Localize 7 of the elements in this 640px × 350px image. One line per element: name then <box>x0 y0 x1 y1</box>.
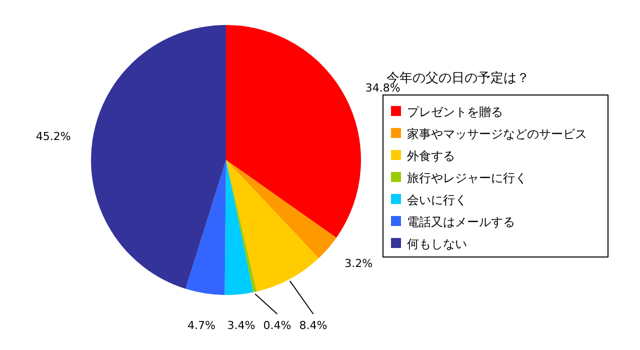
legend-label: プレゼントを贈る <box>407 105 503 119</box>
legend-label: 旅行やレジャーに行く <box>407 171 527 185</box>
legend-label: 家事やマッサージなどのサービス <box>407 127 587 141</box>
legend-label: 外食する <box>407 149 455 163</box>
legend-label: 会いに行く <box>407 193 467 207</box>
legend-label: 電話又はメールする <box>407 215 515 229</box>
legend-label: 何もしない <box>407 237 467 251</box>
